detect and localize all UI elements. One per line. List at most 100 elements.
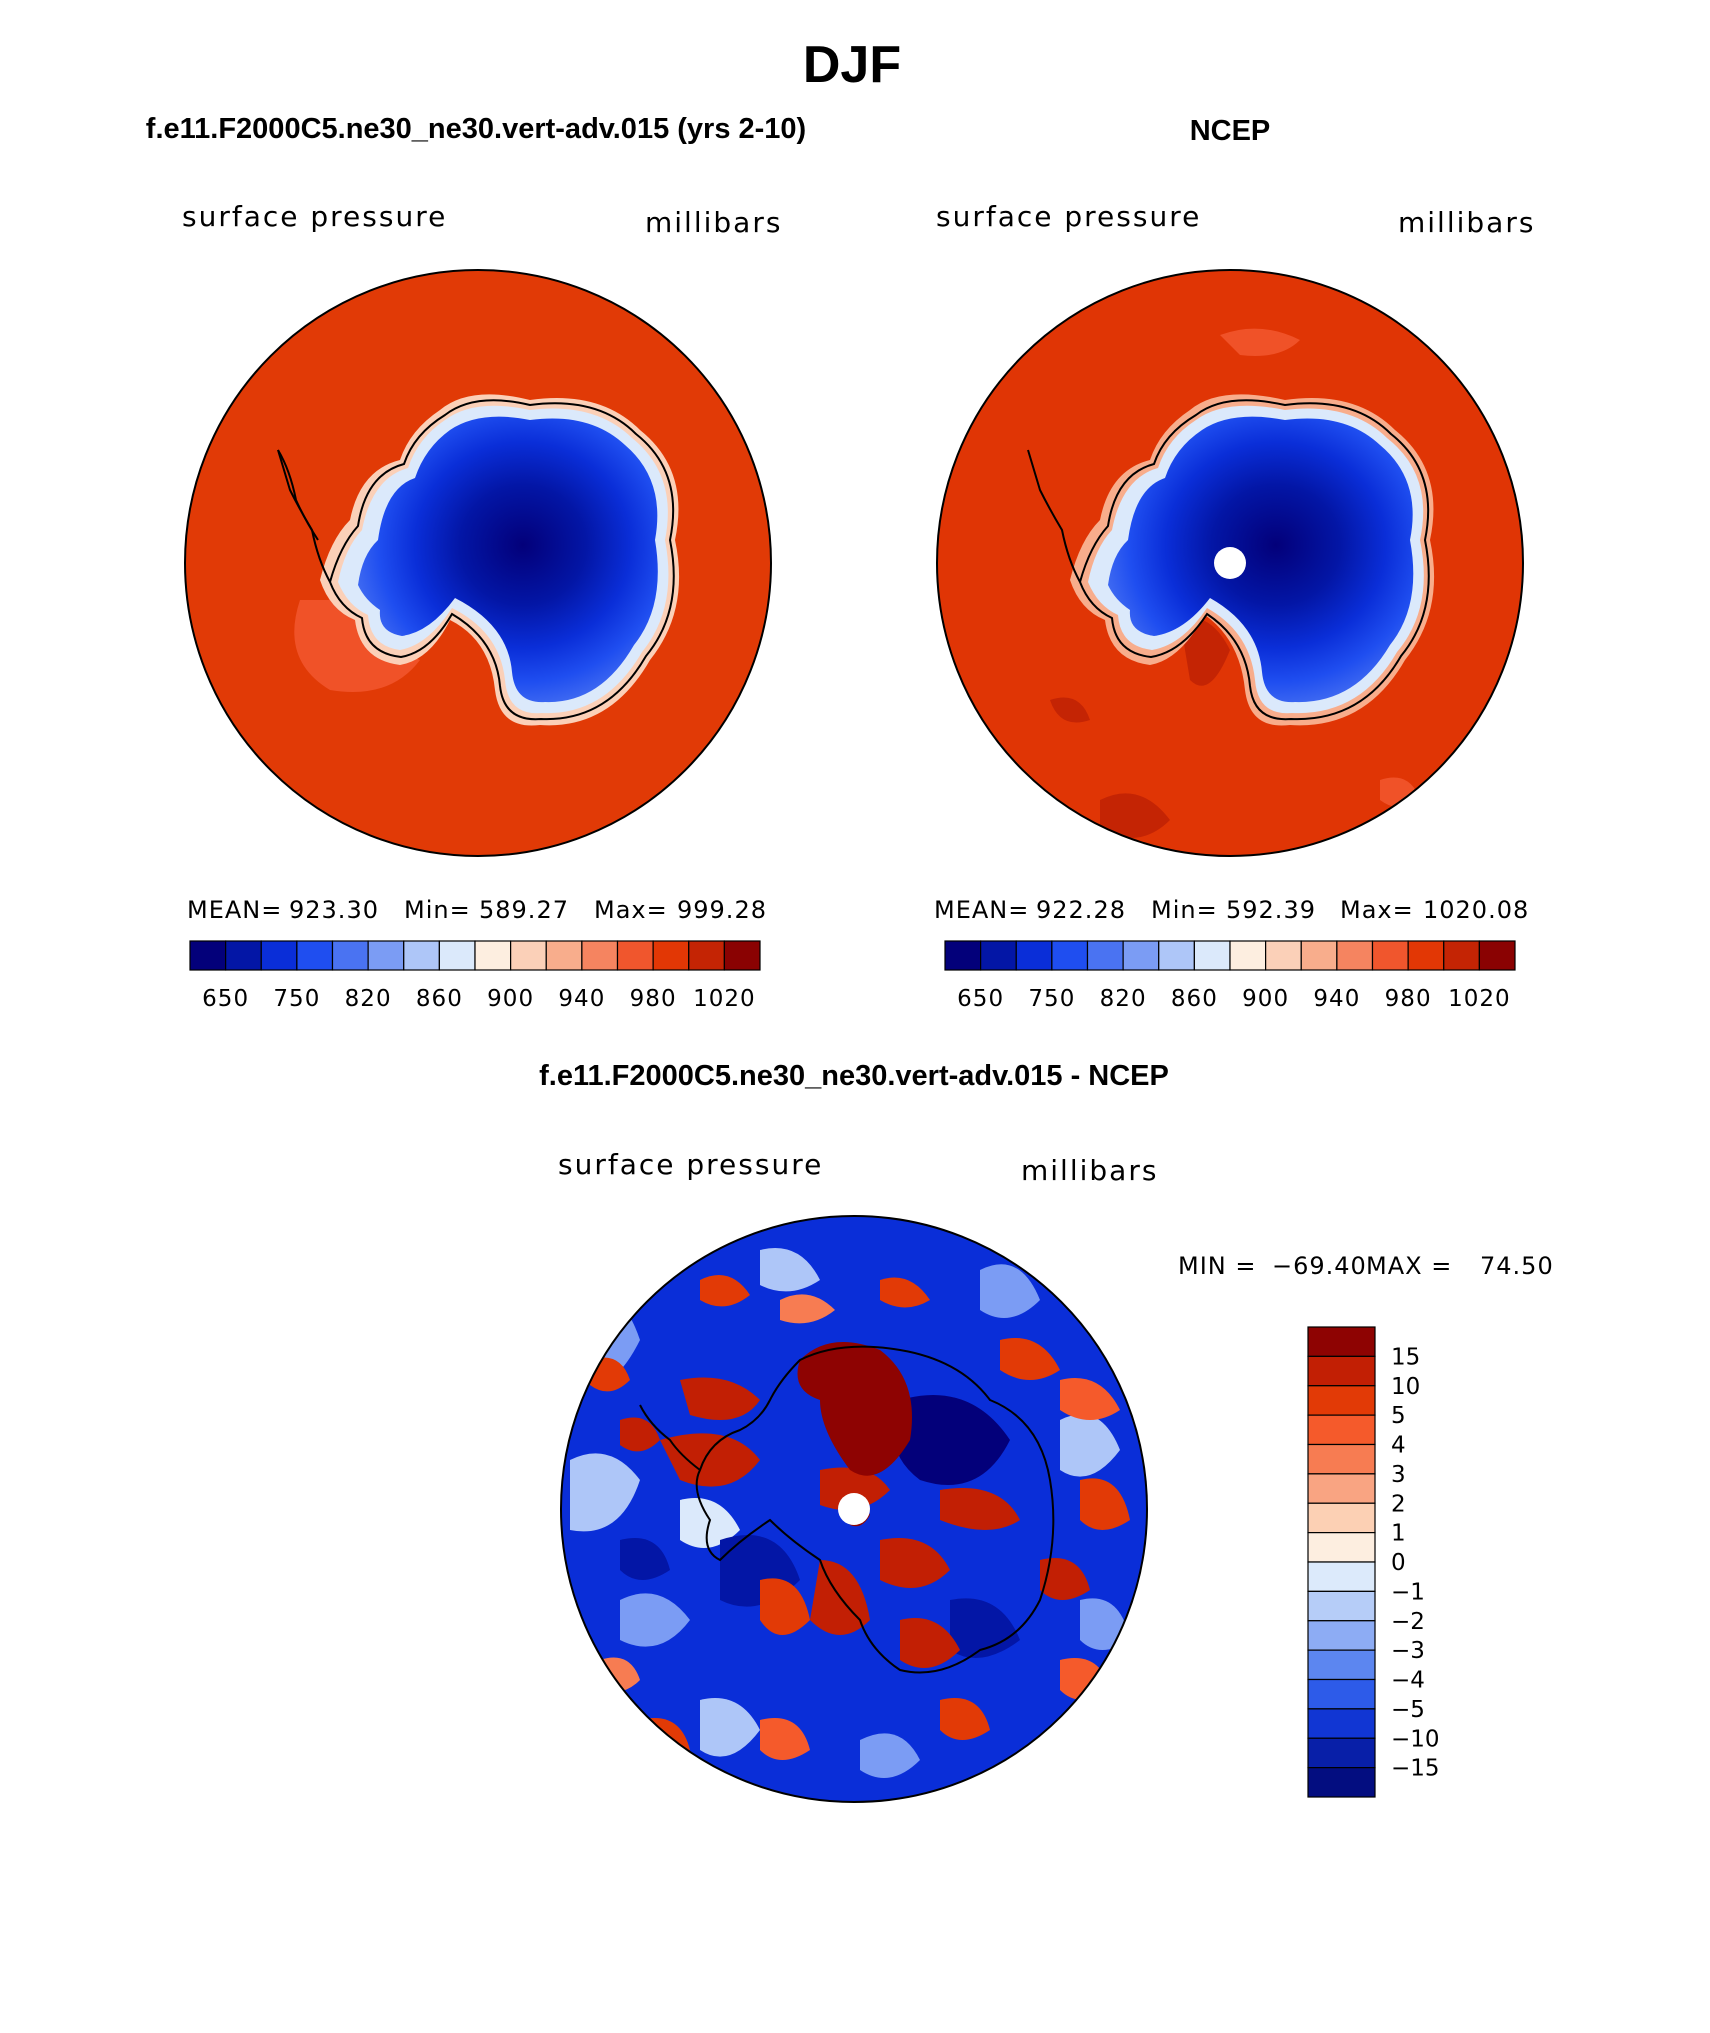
diff-colorbar-swatch [1307,1443,1376,1475]
obs-max-label: Max= [1340,896,1414,924]
obs-colorbar-swatch [1051,940,1089,971]
diff-colorbar-tick-label: −1 [1391,1579,1425,1605]
diff-max-label: MAX = [1366,1252,1452,1280]
obs-colorbar-swatch [1193,940,1231,971]
diff-colorbar-tick-label: 2 [1391,1491,1406,1517]
model-field-label: surface pressure [182,200,447,233]
obs-colorbar-swatch [1300,940,1338,971]
model-mean-label: MEAN= [187,896,282,924]
diff-colorbar-tick-label: −2 [1391,1609,1425,1635]
diff-colorbar-tick-label: −10 [1391,1726,1440,1752]
model-colorbar-swatch [260,940,298,971]
model-units-label: millibars [645,206,782,239]
diff-colorbar-swatch [1307,1649,1376,1681]
diff-colorbar-tick-label: 15 [1391,1344,1420,1370]
obs-map [937,270,1523,856]
model-mean-value: 923.30 [289,896,379,924]
diff-map [561,1216,1147,1802]
model-colorbar-swatch [510,940,547,971]
obs-colorbar-tick-label: 750 [1028,986,1075,1012]
model-colorbar-swatch [474,940,512,971]
model-colorbar-swatch [438,940,476,971]
diff-colorbar-swatch [1307,1737,1376,1769]
model-colorbar-tick-label: 860 [416,986,463,1012]
obs-coastline [1027,399,1430,721]
diff-colorbar-tick-label: 5 [1391,1403,1406,1429]
diff-stats: MIN = −69.40 MAX = 74.50 [1178,1252,1554,1280]
model-colorbar-swatch [296,940,334,971]
model-colorbar-swatch [723,940,761,971]
model-colorbar-swatch [331,940,369,971]
diff-colorbar-swatch [1307,1355,1376,1387]
obs-colorbar-swatch [1122,940,1160,971]
obs-colorbar-swatch [1265,940,1302,971]
model-max-value: 999.28 [677,896,767,924]
diff-colorbar-swatch [1307,1590,1376,1622]
obs-colorbar-tick-label: 1020 [1448,986,1511,1012]
obs-units-label: millibars [1398,206,1535,239]
panel-obs: NCEP surface pressure millibars MEAN= 92… [934,115,1535,1012]
diff-min-label: MIN = [1178,1252,1256,1280]
diff-colorbar-swatch [1307,1561,1376,1592]
obs-colorbar-swatch [1478,940,1516,971]
obs-colorbar-swatch [980,940,1017,971]
model-title: f.e11.F2000C5.ne30_ne30.vert-adv.015 (yr… [146,113,806,145]
figure-title: DJF [803,36,901,94]
diff-map-border [560,1215,1148,1803]
obs-mean-value: 922.28 [1036,896,1126,924]
model-colorbar-swatch [652,940,690,971]
model-colorbar-tick-label: 980 [630,986,677,1012]
panel-model: f.e11.F2000C5.ne30_ne30.vert-adv.015 (yr… [146,113,806,1012]
diff-colorbar-swatch [1307,1326,1376,1357]
model-colorbar-tick-label: 750 [273,986,320,1012]
obs-colorbar-tick-label: 650 [957,986,1004,1012]
diff-colorbar-swatch [1307,1502,1376,1534]
obs-colorbar: 650 750 820 860 900 940 980 1020 [944,940,1516,1012]
obs-colorbar-swatch [1371,940,1409,971]
model-min-value: 589.27 [479,896,569,924]
model-colorbar-swatch [403,940,440,971]
model-colorbar-swatch [545,940,583,971]
model-colorbar-swatch [189,940,227,971]
diff-units-label: millibars [1021,1154,1158,1187]
diff-colorbar-swatch [1307,1473,1376,1504]
model-colorbar-tick-label: 1020 [693,986,756,1012]
diff-max-value: 74.50 [1480,1252,1554,1280]
obs-colorbar-swatch [1407,940,1445,971]
diff-colorbar-tick-label: 3 [1391,1462,1406,1488]
diff-pole-hole [838,1493,870,1525]
model-colorbar-swatch [616,940,654,971]
obs-colorbar-swatch [1229,940,1267,971]
model-colorbar-tick-label: 900 [487,986,534,1012]
obs-field-label: surface pressure [936,200,1201,233]
obs-colorbar-tick-label: 820 [1100,986,1147,1012]
diff-min-value: −69.40 [1272,1252,1367,1280]
obs-colorbar-swatch [1086,940,1124,971]
panel-diff: f.e11.F2000C5.ne30_ne30.vert-adv.015 - N… [539,1060,1554,1803]
obs-colorbar-tick-label: 940 [1313,986,1360,1012]
diff-title: f.e11.F2000C5.ne30_ne30.vert-adv.015 - N… [539,1060,1169,1092]
model-colorbar: 650 750 820 860 900 940 980 1020 [189,940,761,1012]
diff-coastline [639,1345,1055,1674]
obs-colorbar-tick-label: 860 [1171,986,1218,1012]
obs-pole-hole [1214,547,1246,579]
model-stats: MEAN= 923.30 Min= 589.27 Max= 999.28 [187,896,767,924]
model-map-border [184,269,772,857]
obs-min-value: 592.39 [1226,896,1316,924]
obs-mean-label: MEAN= [934,896,1029,924]
model-map [185,270,771,856]
obs-colorbar-swatch [1158,940,1195,971]
diff-colorbar-swatch [1307,1532,1376,1563]
diff-colorbar-tick-label: −3 [1391,1638,1425,1664]
model-colorbar-tick-label: 820 [345,986,392,1012]
obs-colorbar-swatch [1015,940,1053,971]
obs-colorbar-tick-label: 980 [1385,986,1432,1012]
diff-colorbar-swatch [1307,1708,1376,1739]
model-colorbar-swatch [225,940,262,971]
diff-colorbar-swatch [1307,1385,1376,1416]
diff-colorbar-swatch [1307,1767,1376,1798]
model-colorbar-tick-label: 650 [202,986,249,1012]
obs-min-label: Min= [1151,896,1218,924]
